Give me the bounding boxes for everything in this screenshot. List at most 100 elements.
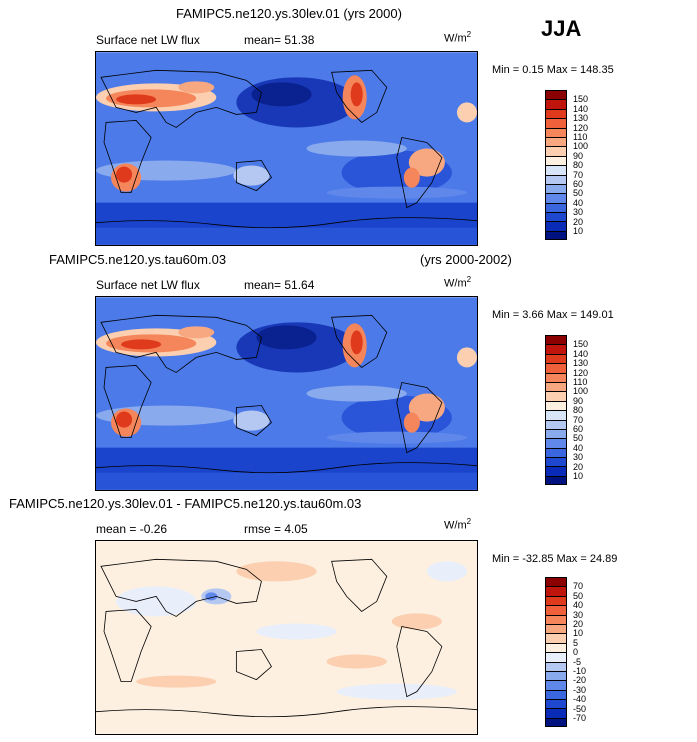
panel-3-colorbar-label: 70 bbox=[573, 581, 584, 592]
panel-1-colorbar-label: 130 bbox=[573, 113, 589, 124]
panel-1-colorbar-cell bbox=[545, 146, 567, 156]
panel-1-colorbar-label: 80 bbox=[573, 160, 584, 171]
panel-3-colorbar-cell bbox=[545, 633, 567, 643]
panel-3-colorbar-label: 5 bbox=[573, 637, 579, 648]
panel-3-colorbar-cell bbox=[545, 708, 567, 718]
panel-1-colorbar-cell bbox=[545, 136, 567, 147]
panel-2-colorbar-label: 100 bbox=[573, 386, 589, 397]
panel-1-colorbar-label: 40 bbox=[573, 197, 584, 208]
panel-2-colorbar-label: 30 bbox=[573, 452, 584, 463]
panel-1-colorbar-label: 100 bbox=[573, 141, 589, 152]
panel-3-colorbar-cell bbox=[545, 605, 567, 615]
panel-2-colorbar-cell bbox=[545, 475, 567, 486]
panel-2-variable: Surface net LW flux bbox=[96, 278, 200, 292]
panel-3-colorbar: 70 50 40 30 20 10 5 0 -5 -10 -20 -30 -40 -50 -70 bbox=[545, 577, 586, 728]
panel-2-colorbar-label: 130 bbox=[573, 358, 589, 369]
panel-2-colorbar-cell bbox=[545, 381, 567, 392]
panel-1-colorbar-label: 30 bbox=[573, 207, 584, 218]
panel-3-colorbar-cell bbox=[545, 577, 567, 587]
panel-2-map bbox=[95, 296, 478, 491]
panel-1-colorbar-label: 120 bbox=[573, 122, 589, 133]
panel-2-colorbar-cell bbox=[545, 391, 567, 401]
panel-3-colorbar-label: -40 bbox=[573, 694, 587, 705]
panel-3-colorbar-label: 10 bbox=[573, 628, 584, 639]
panel-2-colorbar-cell bbox=[545, 400, 567, 411]
panel-2-colorbar-cell bbox=[545, 466, 567, 476]
panel-2-colorbar-cell bbox=[545, 447, 567, 458]
panel-1-colorbar: 150 140 130 120 110 100 90 80 70 60 50 40 30 20 10 bbox=[545, 90, 588, 241]
panel-3-colorbar-label: -5 bbox=[573, 656, 582, 667]
panel-3-colorbar-label: 30 bbox=[573, 609, 584, 620]
panel-1-colorbar-cell bbox=[545, 127, 567, 137]
panel-1-units: W/m2 bbox=[444, 30, 472, 45]
panel-2-colorbar-label: 120 bbox=[573, 367, 589, 378]
panel-2-colorbar-label: 150 bbox=[573, 339, 589, 350]
panel-2-colorbar-label: 90 bbox=[573, 395, 584, 406]
panel-1-colorbar-label: 60 bbox=[573, 179, 584, 189]
panel-3-colorbar-cell bbox=[545, 614, 567, 624]
panel-1-mean: mean= 51.38 bbox=[244, 33, 315, 47]
panel-3-rmse: rmse = 4.05 bbox=[244, 522, 308, 536]
panel-2-colorbar-label: 50 bbox=[573, 433, 584, 444]
panel-3-colorbar-cell bbox=[545, 586, 567, 596]
panel-3-colorbar-cell bbox=[545, 652, 567, 662]
panel-1-colorbar-cell bbox=[545, 108, 567, 119]
panel-1-colorbar-label: 140 bbox=[573, 103, 589, 114]
panel-2-colorbar-label: 80 bbox=[573, 405, 584, 416]
panel-2-colorbar-cell bbox=[545, 428, 567, 439]
panel-2-minmax: Min = 3.66 Max = 149.01 bbox=[492, 309, 614, 321]
panel-1-colorbar-cell bbox=[545, 118, 567, 128]
panel-3-colorbar-label: -20 bbox=[573, 675, 587, 686]
panel-1-title: FAMIPC5.ne120.ys.30lev.01 (yrs 2000) bbox=[176, 6, 402, 21]
panel-1-colorbar-cell bbox=[545, 165, 567, 175]
panel-3-map-field bbox=[96, 541, 477, 734]
panel-1-colorbar-label: 70 bbox=[573, 169, 584, 180]
panel-3-colorbar-cell bbox=[545, 680, 567, 690]
panel-2-colorbar-cell bbox=[545, 419, 567, 429]
panel-2-colorbar-label: 60 bbox=[573, 424, 584, 434]
panel-1-minmax: Min = 0.15 Max = 148.35 bbox=[492, 64, 614, 76]
panel-2-colorbar-cell bbox=[545, 410, 567, 420]
panel-3-colorbar-cell bbox=[545, 670, 567, 681]
panel-3-colorbar-cell bbox=[545, 699, 567, 709]
panel-2-colorbar-label: 70 bbox=[573, 414, 584, 425]
panel-2-colorbar-cell bbox=[545, 438, 567, 448]
panel-3-mean: mean = -0.26 bbox=[96, 522, 168, 536]
panel-1-colorbar-cell bbox=[545, 155, 567, 166]
panel-2-colorbar-label: 110 bbox=[573, 377, 588, 387]
panel-1-colorbar-cell bbox=[545, 230, 567, 241]
panel-2-colorbar-cell bbox=[545, 363, 567, 373]
panel-3-units: W/m2 bbox=[444, 517, 472, 532]
panel-3-colorbar-cell bbox=[545, 623, 567, 634]
panel-1-colorbar-label: 90 bbox=[573, 150, 584, 161]
panel-1-colorbar-cell bbox=[545, 99, 567, 109]
panel-2-colorbar-cell bbox=[545, 353, 567, 364]
panel-1-map-field bbox=[96, 52, 477, 245]
panel-1-colorbar-cell bbox=[545, 193, 567, 203]
panel-3-colorbar-cell bbox=[545, 595, 567, 606]
panel-3-colorbar-label: 20 bbox=[573, 619, 584, 629]
panel-2-colorbar-cell bbox=[545, 335, 567, 345]
panel-2-colorbar-label: 140 bbox=[573, 348, 589, 359]
panel-3-colorbar-label: 40 bbox=[573, 600, 584, 611]
panel-3-minmax: Min = -32.85 Max = 24.89 bbox=[492, 553, 618, 565]
panel-1-colorbar-label: 150 bbox=[573, 94, 589, 105]
panel-1-colorbar-label: 50 bbox=[573, 188, 584, 199]
panel-3-colorbar-label: -10 bbox=[573, 666, 587, 676]
panel-2-colorbar-label: 40 bbox=[573, 442, 584, 453]
panel-3-colorbar-cell bbox=[545, 642, 567, 653]
panel-3-colorbar-cell bbox=[545, 717, 567, 728]
panel-1-colorbar-cell bbox=[545, 202, 567, 213]
panel-2-units: W/m2 bbox=[444, 275, 472, 290]
panel-1-colorbar-cell bbox=[545, 183, 567, 194]
panel-3-title: FAMIPC5.ne120.ys.30lev.01 - FAMIPC5.ne12… bbox=[9, 496, 362, 511]
panel-3-colorbar-label: 50 bbox=[573, 590, 584, 601]
panel-3-colorbar-cell bbox=[545, 689, 567, 700]
panel-1-map bbox=[95, 51, 478, 246]
panel-3-colorbar-label: -70 bbox=[573, 713, 587, 723]
panel-1-colorbar-label: 10 bbox=[573, 226, 584, 236]
panel-1-colorbar-cell bbox=[545, 221, 567, 231]
panel-2-colorbar-label: 10 bbox=[573, 471, 584, 481]
panel-2-map-field bbox=[96, 297, 477, 490]
panel-3-map bbox=[95, 540, 478, 735]
